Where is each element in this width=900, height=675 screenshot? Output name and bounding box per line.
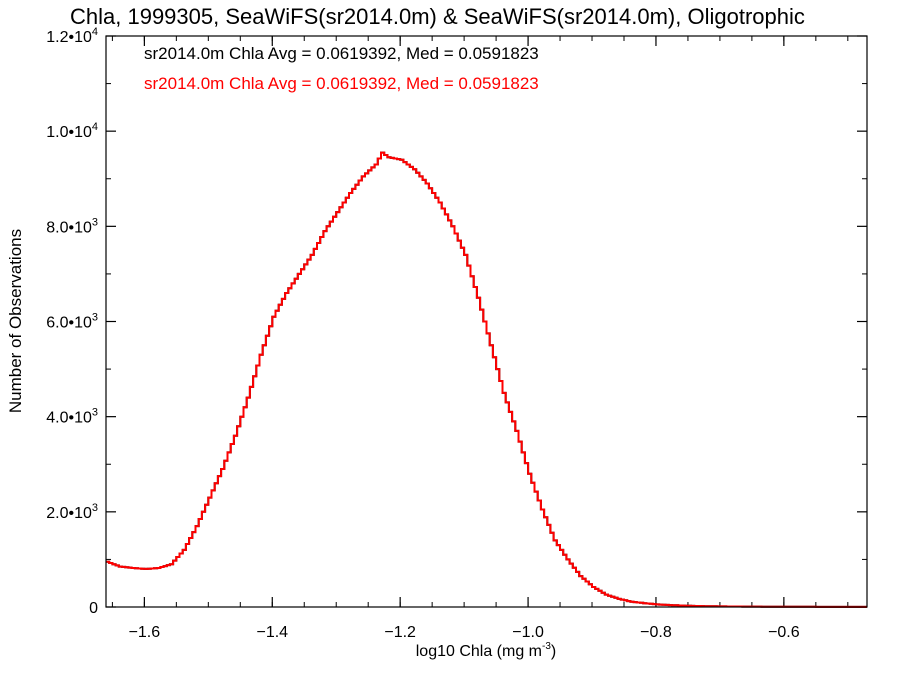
annotations: sr2014.0m Chla Avg = 0.0619392, Med = 0.… [144,44,539,93]
y-tick-label: 8.0•103 [46,216,98,236]
series-2-histogram [106,151,867,608]
x-axis-label-sup: -3 [542,641,551,652]
x-tick-label: −0.6 [768,624,800,641]
x-axis-label-main: log10 Chla (mg m [416,643,542,660]
x-tick-label: −1.2 [384,624,416,641]
y-tick-label: 0 [89,600,98,617]
y-tick-label: 1.2•104 [46,26,98,46]
x-axis-label: log10 Chla (mg m-3) [416,641,557,660]
chart-title: Chla, 1999305, SeaWiFS(sr2014.0m) & SeaW… [70,4,805,29]
y-tick-label: 1.0•104 [46,121,98,141]
y-tick-label: 4.0•103 [46,407,98,427]
y-axis-label: Number of Observations [6,229,25,413]
x-axis-label-tail: ) [551,643,556,660]
series-layer [106,151,867,608]
annotation-2: sr2014.0m Chla Avg = 0.0619392, Med = 0.… [144,74,539,93]
x-tick-label: −1.4 [256,624,288,641]
x-axis-ticks: −1.6 −1.4 −1.2 −1.0 −0.8 −0.6 [111,36,849,641]
plot-frame [105,35,868,608]
y-tick-label: 6.0•103 [46,312,98,332]
annotation-1: sr2014.0m Chla Avg = 0.0619392, Med = 0.… [144,44,539,63]
x-tick-label: −1.6 [129,624,161,641]
x-tick-label: −0.8 [640,624,672,641]
y-tick-label: 2.0•103 [46,502,98,522]
x-tick-label: −1.0 [512,624,544,641]
